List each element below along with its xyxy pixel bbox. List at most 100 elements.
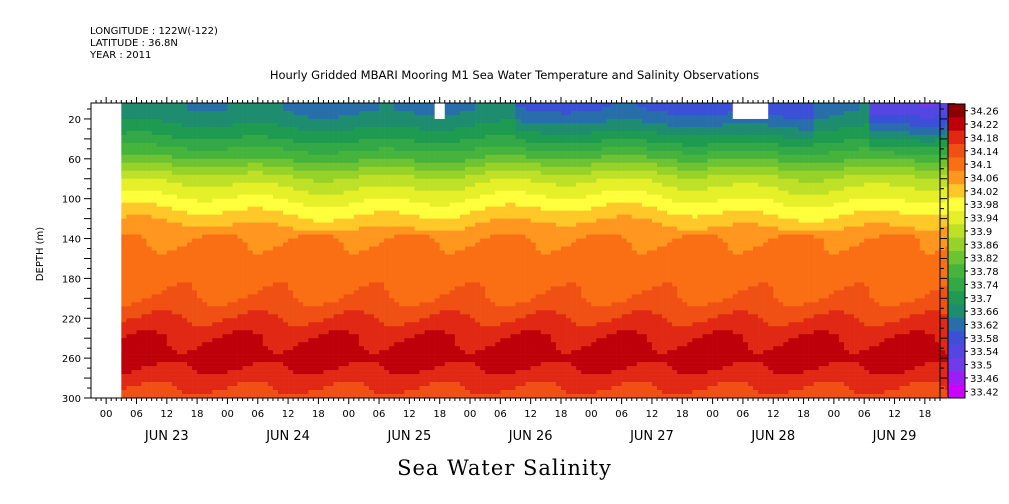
salinity-cell xyxy=(121,302,127,307)
salinity-cell xyxy=(439,158,446,164)
salinity-cell xyxy=(212,262,218,267)
salinity-cell xyxy=(368,366,375,371)
salinity-cell xyxy=(449,298,456,303)
salinity-cell xyxy=(419,330,425,335)
salinity-cell xyxy=(136,270,142,275)
salinity-cell xyxy=(141,238,147,243)
salinity-cell xyxy=(409,366,415,371)
salinity-cell xyxy=(277,350,284,355)
salinity-cell xyxy=(166,370,173,375)
salinity-cell xyxy=(161,110,168,116)
salinity-cell xyxy=(283,286,289,291)
salinity-cell xyxy=(348,370,355,375)
salinity-cell xyxy=(419,138,425,144)
salinity-cell xyxy=(303,278,309,283)
salinity-cell xyxy=(358,230,365,235)
salinity-cell xyxy=(131,370,137,375)
salinity-cell xyxy=(262,262,269,267)
salinity-cell xyxy=(459,154,466,160)
salinity-cell xyxy=(333,158,339,164)
salinity-cell xyxy=(232,326,238,331)
salinity-cell xyxy=(262,322,269,327)
salinity-cell xyxy=(379,190,385,195)
salinity-cell xyxy=(227,134,233,140)
salinity-cell xyxy=(161,158,168,164)
salinity-cell xyxy=(384,230,390,235)
salinity-cell xyxy=(429,182,435,188)
salinity-cell xyxy=(318,322,324,327)
salinity-cell xyxy=(449,314,456,319)
salinity-cell xyxy=(298,150,304,156)
salinity-cell xyxy=(379,270,385,275)
salinity-cell xyxy=(399,378,405,383)
salinity-cell xyxy=(192,178,198,184)
salinity-cell xyxy=(348,366,355,371)
salinity-cell xyxy=(197,178,203,184)
salinity-cell xyxy=(257,382,264,387)
salinity-cell xyxy=(202,150,208,156)
salinity-cell xyxy=(303,362,309,367)
salinity-cell xyxy=(379,202,385,207)
salinity-cell xyxy=(171,330,178,335)
salinity-cell xyxy=(212,386,218,391)
salinity-cell xyxy=(156,222,163,227)
salinity-cell xyxy=(136,202,142,207)
salinity-cell xyxy=(272,286,279,291)
salinity-cell xyxy=(303,138,309,144)
salinity-cell xyxy=(303,314,309,319)
salinity-cell xyxy=(166,270,173,275)
salinity-cell xyxy=(232,354,238,359)
salinity-cell xyxy=(166,322,173,327)
salinity-cell xyxy=(348,174,355,180)
salinity-cell xyxy=(252,322,259,327)
salinity-cell xyxy=(217,242,223,247)
salinity-cell xyxy=(202,130,208,136)
salinity-cell xyxy=(399,366,405,371)
salinity-cell xyxy=(449,158,456,164)
salinity-cell xyxy=(227,214,233,219)
salinity-cell xyxy=(242,290,248,295)
salinity-cell xyxy=(252,378,259,383)
salinity-cell xyxy=(379,338,385,343)
salinity-cell xyxy=(328,270,334,275)
salinity-cell xyxy=(308,142,314,148)
salinity-cell xyxy=(257,190,264,195)
salinity-cell xyxy=(202,142,208,148)
salinity-cell xyxy=(161,194,168,199)
salinity-cell xyxy=(313,298,319,303)
salinity-cell xyxy=(368,130,375,136)
salinity-cell xyxy=(384,262,390,267)
salinity-cell xyxy=(197,310,203,315)
salinity-cell xyxy=(187,342,193,347)
salinity-cell xyxy=(262,350,269,355)
salinity-cell xyxy=(161,390,168,395)
salinity-cell xyxy=(207,346,213,351)
salinity-cell xyxy=(166,390,173,395)
salinity-cell xyxy=(434,326,440,331)
salinity-cell xyxy=(363,186,370,192)
salinity-cell xyxy=(171,178,178,184)
salinity-cell xyxy=(358,370,365,375)
salinity-cell xyxy=(389,262,395,267)
salinity-cell xyxy=(252,114,259,120)
salinity-cell xyxy=(126,190,132,195)
salinity-cell xyxy=(267,374,274,379)
salinity-cell xyxy=(141,110,147,116)
salinity-cell xyxy=(247,174,254,180)
salinity-cell xyxy=(404,214,410,219)
salinity-cell xyxy=(171,262,178,267)
salinity-cell xyxy=(343,262,350,267)
salinity-cell xyxy=(283,198,289,203)
salinity-cell xyxy=(227,158,233,164)
salinity-cell xyxy=(424,290,430,295)
salinity-cell xyxy=(272,378,279,383)
salinity-cell xyxy=(171,238,178,243)
salinity-cell xyxy=(272,122,279,128)
salinity-cell xyxy=(429,262,435,267)
salinity-cell xyxy=(439,166,446,172)
salinity-cell xyxy=(237,346,243,351)
salinity-cell xyxy=(363,166,370,172)
salinity-cell xyxy=(399,338,405,343)
salinity-cell xyxy=(363,150,370,156)
salinity-cell xyxy=(394,258,400,263)
